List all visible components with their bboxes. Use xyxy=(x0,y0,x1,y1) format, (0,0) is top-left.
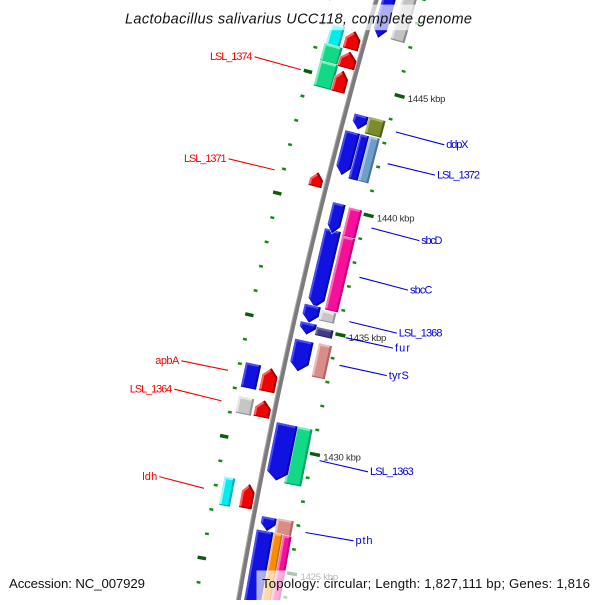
svg-text:Accession: NC_007929: Accession: NC_007929 xyxy=(9,576,145,591)
svg-text:fur: fur xyxy=(395,342,410,354)
svg-text:1430 kbp: 1430 kbp xyxy=(323,453,361,464)
svg-text:sbcD: sbcD xyxy=(421,235,442,247)
svg-text:Topology: circular; Length: 1,: Topology: circular; Length: 1,827,111 bp… xyxy=(262,576,590,591)
svg-text:1445 kbp: 1445 kbp xyxy=(408,94,446,105)
svg-text:apbA: apbA xyxy=(155,355,180,367)
svg-text:LSL_1374: LSL_1374 xyxy=(210,51,253,63)
svg-text:sbcC: sbcC xyxy=(410,284,433,296)
svg-text:LSL_1368: LSL_1368 xyxy=(399,327,443,339)
svg-text:1440 kbp: 1440 kbp xyxy=(377,214,415,225)
svg-text:LSL_1371: LSL_1371 xyxy=(184,153,227,165)
svg-text:LSL_1364: LSL_1364 xyxy=(130,383,173,395)
svg-text:LSL_1372: LSL_1372 xyxy=(437,169,480,181)
svg-text:tyrS: tyrS xyxy=(389,370,409,382)
svg-text:ddpX: ddpX xyxy=(446,139,469,151)
svg-text:ldh: ldh xyxy=(142,471,157,483)
svg-text:pth: pth xyxy=(356,535,373,547)
svg-text:LSL_1363: LSL_1363 xyxy=(370,466,414,478)
svg-text:Lactobacillus salivarius UCC11: Lactobacillus salivarius UCC118, complet… xyxy=(125,12,472,28)
